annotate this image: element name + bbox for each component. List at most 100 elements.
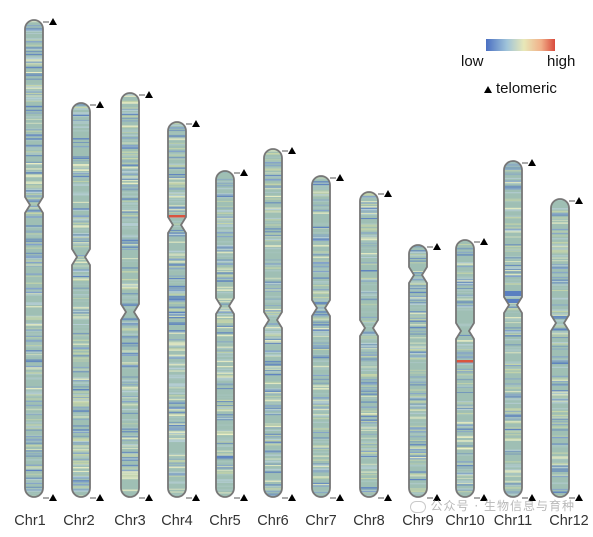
density-band (216, 316, 234, 318)
density-band (216, 236, 234, 238)
density-band (312, 199, 330, 201)
density-band (72, 483, 90, 486)
density-band (312, 428, 330, 430)
density-band (168, 241, 186, 243)
density-band (216, 468, 234, 470)
density-band (25, 51, 43, 53)
density-band (72, 452, 90, 454)
density-band (360, 195, 378, 198)
density-band (72, 454, 90, 456)
density-band (551, 290, 569, 292)
density-band (72, 318, 90, 320)
density-band (25, 303, 43, 305)
density-band (216, 291, 234, 293)
density-band (504, 306, 522, 308)
density-band (168, 142, 186, 145)
density-band (25, 488, 43, 490)
density-band (312, 291, 330, 294)
density-band (121, 464, 139, 467)
density-band (72, 382, 90, 384)
density-band (551, 358, 569, 361)
density-band (121, 410, 139, 412)
density-band (168, 313, 186, 315)
density-band (504, 216, 522, 219)
density-band (312, 178, 330, 180)
density-band (25, 92, 43, 95)
density-band (216, 289, 234, 291)
density-band (25, 489, 43, 491)
density-band (312, 459, 330, 461)
density-band (264, 172, 282, 174)
density-band (25, 116, 43, 118)
density-band (264, 388, 282, 390)
density-band (25, 87, 43, 90)
density-band (264, 363, 282, 365)
density-band (25, 398, 43, 400)
density-band (168, 465, 186, 467)
density-band (168, 411, 186, 414)
telomere-top-marker-icon (336, 174, 344, 181)
chromosome-chr3 (120, 91, 153, 501)
density-band (504, 162, 522, 164)
density-band (216, 267, 234, 269)
density-band (312, 290, 330, 292)
density-band (264, 454, 282, 456)
density-band (121, 219, 139, 221)
density-band (409, 261, 427, 264)
density-band (25, 198, 43, 200)
chromosome-chr8 (359, 190, 392, 501)
density-band (360, 349, 378, 351)
density-band (72, 108, 90, 110)
density-band (456, 373, 474, 376)
low-density-band (504, 299, 522, 303)
density-band (456, 306, 474, 308)
density-band (264, 207, 282, 209)
density-band (121, 154, 139, 156)
density-band (25, 465, 43, 468)
density-band (264, 470, 282, 472)
density-band (72, 316, 90, 318)
density-band (360, 465, 378, 467)
density-band (360, 238, 378, 241)
density-band (312, 437, 330, 439)
density-band (25, 29, 43, 31)
density-band (409, 345, 427, 347)
density-band (121, 392, 139, 394)
density-band (504, 346, 522, 349)
density-band (504, 181, 522, 184)
density-band (409, 358, 427, 360)
density-band (360, 245, 378, 247)
density-band (456, 420, 474, 423)
density-band (312, 268, 330, 270)
density-band (168, 206, 186, 208)
density-band (72, 270, 90, 272)
density-band (312, 446, 330, 448)
density-band (72, 274, 90, 276)
density-band (168, 474, 186, 476)
density-band (168, 323, 186, 325)
density-band (121, 167, 139, 169)
density-band (264, 383, 282, 385)
density-band (312, 484, 330, 486)
density-band (264, 162, 282, 164)
density-band (25, 455, 43, 457)
density-band (168, 419, 186, 422)
density-band (312, 306, 330, 308)
density-band (264, 334, 282, 337)
density-band (168, 413, 186, 415)
density-band (121, 401, 139, 403)
density-band (409, 429, 427, 431)
telomere-bottom-marker-icon (145, 494, 153, 501)
chromosome-chr1 (24, 18, 57, 501)
density-band (360, 338, 378, 341)
density-band (168, 409, 186, 411)
density-band (312, 204, 330, 207)
density-band (264, 484, 282, 486)
density-band (312, 181, 330, 183)
density-band (264, 368, 282, 371)
wechat-icon (409, 500, 426, 513)
density-band (216, 197, 234, 199)
density-band (168, 454, 186, 457)
density-band (168, 153, 186, 155)
density-band (168, 291, 186, 293)
